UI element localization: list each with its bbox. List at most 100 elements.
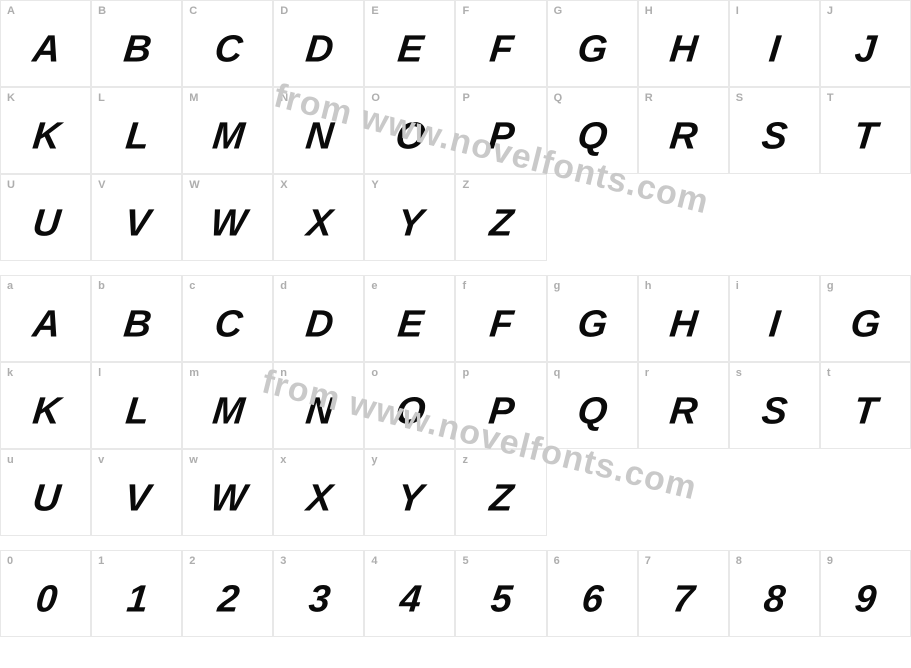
glyph-cell: 22 <box>182 550 273 637</box>
cell-glyph: D <box>303 29 334 72</box>
cell-label: 6 <box>554 555 560 567</box>
cell-label: T <box>827 92 834 104</box>
cell-label: h <box>645 280 652 292</box>
cell-glyph: B <box>121 29 152 72</box>
glyph-cell: GG <box>547 0 638 87</box>
cell-glyph: Z <box>488 478 515 521</box>
cell-glyph: P <box>487 391 516 434</box>
cell-label: F <box>462 5 469 17</box>
cell-label: Q <box>554 92 563 104</box>
glyph-cell: yY <box>364 449 455 536</box>
cell-label: m <box>189 367 199 379</box>
cell-label: G <box>554 5 563 17</box>
cell-glyph: K <box>30 391 61 434</box>
cell-glyph: F <box>488 29 515 72</box>
cell-label: 8 <box>736 555 742 567</box>
cell-label: A <box>7 5 15 17</box>
cell-label: y <box>371 454 377 466</box>
cell-label: 7 <box>645 555 651 567</box>
cell-label: k <box>7 367 13 379</box>
glyph-cell <box>820 449 911 536</box>
cell-glyph: X <box>304 478 333 521</box>
cell-label: P <box>462 92 469 104</box>
glyph-cell: JJ <box>820 0 911 87</box>
cell-glyph: Q <box>576 391 609 434</box>
cell-glyph: 1 <box>124 579 149 622</box>
glyph-cell: NN <box>273 87 364 174</box>
glyph-cell: 11 <box>91 550 182 637</box>
cell-label: 0 <box>7 555 13 567</box>
cell-label: z <box>462 454 468 466</box>
glyph-cell: nN <box>273 362 364 449</box>
cell-label: l <box>98 367 101 379</box>
glyph-cell: CC <box>182 0 273 87</box>
glyph-cell: ZZ <box>455 174 546 261</box>
cell-label: L <box>98 92 105 104</box>
cell-glyph: D <box>303 304 334 347</box>
cell-glyph: E <box>395 304 424 347</box>
glyph-cell: RR <box>638 87 729 174</box>
glyph-row: kKlLmMnNoOpPqQrRsStT <box>0 362 911 449</box>
glyph-cell: BB <box>91 0 182 87</box>
glyph-row: KKLLMMNNOOPPQQRRSSTT <box>0 87 911 174</box>
cell-label: d <box>280 280 287 292</box>
glyph-cell: vV <box>91 449 182 536</box>
cell-label: Z <box>462 179 469 191</box>
cell-label: u <box>7 454 14 466</box>
cell-label: 9 <box>827 555 833 567</box>
glyph-row: uUvVwWxXyYzZ <box>0 449 911 536</box>
glyph-cell: cC <box>182 275 273 362</box>
glyph-row: AABBCCDDEEFFGGHHIIJJ <box>0 0 911 87</box>
cell-glyph: 4 <box>398 579 423 622</box>
cell-label: I <box>736 5 739 17</box>
cell-label: s <box>736 367 742 379</box>
cell-glyph: C <box>212 29 243 72</box>
cell-label: p <box>462 367 469 379</box>
glyph-cell: oO <box>364 362 455 449</box>
cell-glyph: O <box>393 116 426 159</box>
cell-label: w <box>189 454 198 466</box>
glyph-cell: qQ <box>547 362 638 449</box>
glyph-cell: TT <box>820 87 911 174</box>
cell-label: f <box>462 280 466 292</box>
cell-glyph: W <box>208 203 247 246</box>
cell-label: g <box>827 280 834 292</box>
glyph-cell: rR <box>638 362 729 449</box>
glyph-cell: YY <box>364 174 455 261</box>
cell-glyph: P <box>487 116 516 159</box>
glyph-cell <box>729 449 820 536</box>
glyph-cell: EE <box>364 0 455 87</box>
glyph-cell: 55 <box>455 550 546 637</box>
cell-label: b <box>98 280 105 292</box>
cell-label: 5 <box>462 555 468 567</box>
glyph-cell: XX <box>273 174 364 261</box>
glyph-cell: pP <box>455 362 546 449</box>
glyph-cell: kK <box>0 362 91 449</box>
glyph-cell: iI <box>729 275 820 362</box>
glyph-cell: 44 <box>364 550 455 637</box>
glyph-cell: SS <box>729 87 820 174</box>
cell-glyph: I <box>767 304 781 347</box>
glyph-cell: II <box>729 0 820 87</box>
cell-glyph: N <box>303 391 334 434</box>
cell-label: v <box>98 454 104 466</box>
glyph-cell: zZ <box>455 449 546 536</box>
glyph-cell: LL <box>91 87 182 174</box>
glyph-row: aAbBcCdDeEfFgGhHiIgG <box>0 275 911 362</box>
cell-label: g <box>554 280 561 292</box>
glyph-cell: 00 <box>0 550 91 637</box>
cell-label: D <box>280 5 288 17</box>
cell-glyph: S <box>760 116 789 159</box>
cell-glyph: L <box>123 391 150 434</box>
glyph-cell: eE <box>364 275 455 362</box>
cell-glyph: 9 <box>853 579 878 622</box>
cell-glyph: N <box>303 116 334 159</box>
cell-glyph: 8 <box>762 579 787 622</box>
cell-glyph: V <box>122 203 151 246</box>
cell-glyph: 6 <box>580 579 605 622</box>
glyph-cell: aA <box>0 275 91 362</box>
cell-label: S <box>736 92 743 104</box>
cell-glyph: H <box>668 304 699 347</box>
cell-glyph: K <box>30 116 61 159</box>
cell-glyph: C <box>212 304 243 347</box>
